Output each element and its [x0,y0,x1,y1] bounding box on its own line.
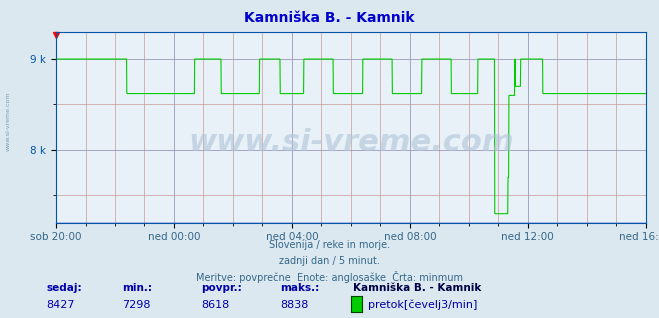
Text: www.si-vreme.com: www.si-vreme.com [188,128,514,157]
Text: 8427: 8427 [46,301,74,310]
Text: Slovenija / reke in morje.: Slovenija / reke in morje. [269,240,390,250]
Text: min.:: min.: [122,283,152,293]
Text: Meritve: povprečne  Enote: anglosaške  Črta: minmum: Meritve: povprečne Enote: anglosaške Črt… [196,271,463,283]
Text: Kamniška B. - Kamnik: Kamniška B. - Kamnik [353,283,481,293]
Text: zadnji dan / 5 minut.: zadnji dan / 5 minut. [279,256,380,266]
Text: 8838: 8838 [280,301,308,310]
Text: sedaj:: sedaj: [46,283,82,293]
Text: Kamniška B. - Kamnik: Kamniška B. - Kamnik [244,11,415,25]
Text: 8618: 8618 [201,301,229,310]
Text: pretok[čevelj3/min]: pretok[čevelj3/min] [368,300,477,310]
Text: www.si-vreme.com: www.si-vreme.com [5,91,11,151]
Text: maks.:: maks.: [280,283,320,293]
Text: 7298: 7298 [122,301,150,310]
Text: povpr.:: povpr.: [201,283,242,293]
